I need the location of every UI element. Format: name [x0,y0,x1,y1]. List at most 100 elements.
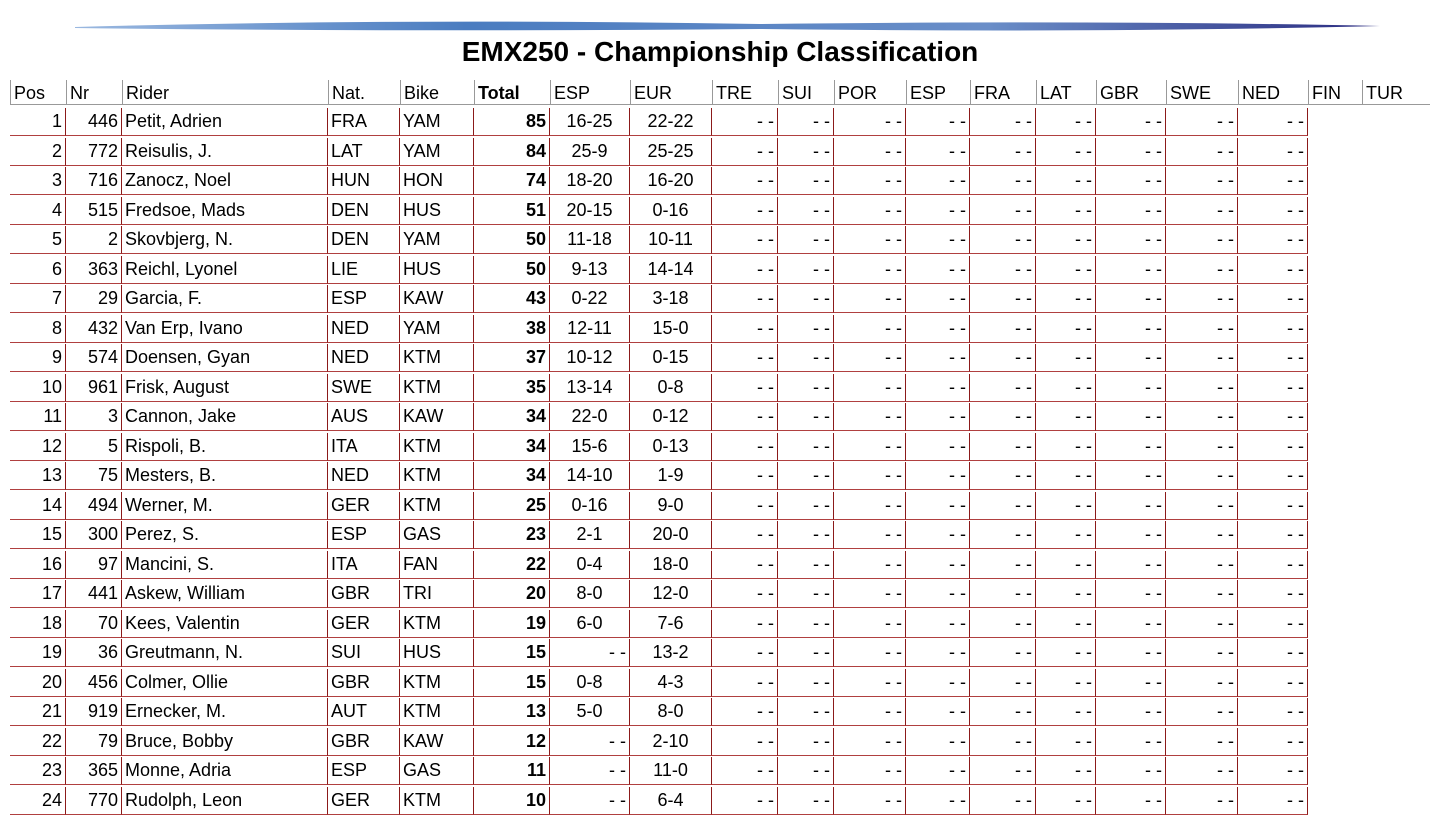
table-cell: - - [712,757,778,785]
column-header: EUR [630,80,712,105]
table-cell: - - [712,255,778,284]
table-cell: NED [328,462,400,490]
table-cell: - - [970,373,1036,402]
table-cell: 2 [10,137,66,166]
table-cell: GAS [400,521,474,549]
table-cell: Perez, S. [122,521,328,549]
table-cell: - - [712,521,778,549]
table-cell: KTM [400,786,474,815]
table-cell: - - [1096,373,1166,402]
column-header: GBR [1096,80,1166,105]
table-cell: Rudolph, Leon [122,786,328,815]
table-cell: - - [1036,167,1096,195]
table-cell: 0-16 [630,196,712,225]
table-cell: - - [778,226,834,254]
column-header: POR [834,80,906,105]
table-cell: 25-9 [550,137,630,166]
table-cell: - - [834,639,906,667]
table-cell: Cannon, Jake [122,403,328,431]
table-cell: 5 [66,432,122,461]
table-cell: - - [970,226,1036,254]
table-cell: 16-20 [630,167,712,195]
table-cell: AUS [328,403,400,431]
table-cell: 300 [66,521,122,549]
table-cell: - - [906,580,970,608]
table-cell: - - [550,757,630,785]
table-cell: - - [1166,373,1238,402]
table-cell: - - [970,344,1036,372]
table-cell: - - [1036,727,1096,756]
table-cell: 515 [66,196,122,225]
table-cell: - - [1036,580,1096,608]
column-header: Pos [10,80,66,105]
table-cell: - - [1096,167,1166,195]
page-title: EMX250 - Championship Classification [461,36,979,67]
table-cell: - - [1036,285,1096,313]
table-cell: GAS [400,757,474,785]
table-cell: YAM [400,226,474,254]
table-cell: - - [1166,491,1238,520]
table-cell: - - [1096,491,1166,520]
table-cell: - - [834,344,906,372]
table-cell: - - [1166,226,1238,254]
table-cell: - - [1238,668,1308,697]
table-cell: - - [970,698,1036,726]
table-cell: - - [1238,521,1308,549]
table-cell: - - [778,698,834,726]
table-cell: - - [778,727,834,756]
table-cell: Garcia, F. [122,285,328,313]
table-cell: ESP [328,521,400,549]
table-cell: FAN [400,550,474,579]
table-cell: - - [970,403,1036,431]
table-cell: - - [712,285,778,313]
table-cell: 13-14 [550,373,630,402]
table-cell: 0-22 [550,285,630,313]
table-cell: - - [1166,668,1238,697]
table-cell: 25-25 [630,137,712,166]
table-cell: - - [1096,727,1166,756]
table-cell: AUT [328,698,400,726]
table-cell: - - [1036,639,1096,667]
table-cell: 10 [10,373,66,402]
table-cell: 79 [66,727,122,756]
table-cell: 13 [474,698,550,726]
table-cell: 14-10 [550,462,630,490]
column-header: FIN [1308,80,1362,105]
table-cell: - - [1036,373,1096,402]
table-cell: - - [778,167,834,195]
table-cell: - - [1096,668,1166,697]
table-cell: 18-0 [630,550,712,579]
table-cell: 29 [66,285,122,313]
table-cell: 6-0 [550,609,630,638]
table-cell: - - [712,137,778,166]
table-cell: - - [970,668,1036,697]
table-cell: - - [906,373,970,402]
table-cell: - - [1166,639,1238,667]
table-cell: - - [1036,609,1096,638]
table-cell: - - [1166,403,1238,431]
table-cell: 494 [66,491,122,520]
table-cell: - - [1036,786,1096,815]
table-cell: Greutmann, N. [122,639,328,667]
table-cell: 22 [10,727,66,756]
table-cell: - - [1036,698,1096,726]
table-cell: 365 [66,757,122,785]
table-cell: - - [970,314,1036,343]
table-cell: - - [712,432,778,461]
table-cell: - - [834,462,906,490]
table-cell: - - [1238,580,1308,608]
table-cell: - - [1238,609,1308,638]
table-cell: - - [970,137,1036,166]
table-cell: NED [328,314,400,343]
table-cell: 43 [474,285,550,313]
table-cell: - - [834,314,906,343]
table-cell: 23 [474,521,550,549]
table-cell: - - [1096,580,1166,608]
table-cell: - - [1096,550,1166,579]
table-cell: - - [906,727,970,756]
table-cell: HON [400,167,474,195]
table-cell: - - [550,639,630,667]
table-cell: - - [970,285,1036,313]
table-cell: - - [778,757,834,785]
table-cell: Bruce, Bobby [122,727,328,756]
